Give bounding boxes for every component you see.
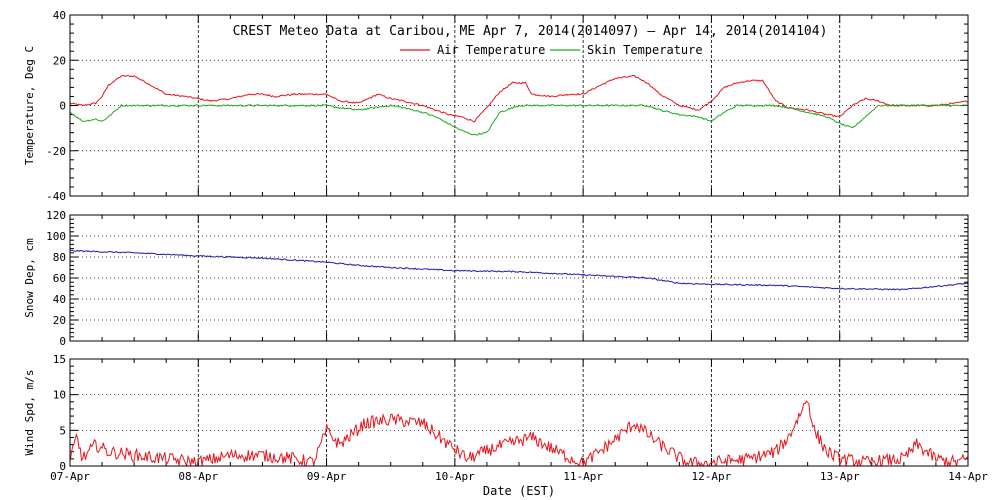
panel-3: 0 5 10 15 Wind Spd, m/s — [23, 353, 969, 473]
y-tick-label: 10 — [53, 389, 66, 402]
x-axis-label: Date (EST) — [483, 484, 555, 498]
x-tick-label: 08-Apr — [178, 470, 218, 483]
y-tick-label: 40 — [53, 9, 66, 22]
y-tick-label: -40 — [46, 190, 66, 203]
panel-1: -40 -20 0 20 40 Temperature, Deg C — [23, 9, 969, 203]
figure-title: CREST Meteo Data at Caribou, ME Apr 7, 2… — [233, 24, 828, 39]
x-tick-label: 10-Apr — [435, 470, 475, 483]
y-tick-label: 0 — [59, 460, 66, 473]
y-tick-label: -20 — [46, 145, 66, 158]
plot-frame — [69, 358, 969, 467]
y-tick-label: 20 — [53, 54, 66, 67]
y-tick-label: 15 — [53, 353, 66, 366]
y-tick-label: 100 — [46, 230, 66, 243]
legend-skin-label: Skin Temperature — [587, 43, 703, 57]
legend-air-label: Air Temperature — [437, 43, 545, 57]
series-line-panel2 — [70, 249, 968, 291]
series-line-skin-temperature — [70, 103, 968, 136]
y-tick-label: 120 — [46, 209, 66, 222]
y-tick-label: 60 — [53, 272, 66, 285]
series-line-air-temperature — [70, 74, 968, 123]
y-axis-label: Wind Spd, m/s — [23, 369, 36, 455]
series-line-panel3 — [70, 400, 968, 466]
y-tick-label: 5 — [59, 424, 66, 437]
y-axis-label: Snow Dep, cm — [23, 238, 36, 318]
y-tick-label: 80 — [53, 251, 66, 264]
panel-2: 0 20 40 60 80 100 120 Snow Dep, cm — [23, 209, 969, 348]
legend: Air Temperature Skin Temperature — [400, 43, 703, 57]
y-tick-label: 0 — [59, 100, 66, 113]
x-tick-label: 07-Apr — [50, 470, 90, 483]
x-tick-label: 14-Apr — [948, 470, 988, 483]
plot-frame — [69, 214, 969, 342]
y-tick-label: 40 — [53, 293, 66, 306]
x-tick-label: 13-Apr — [820, 470, 860, 483]
x-tick-label: 12-Apr — [692, 470, 732, 483]
y-axis-label: Temperature, Deg C — [23, 46, 36, 165]
plot-frame — [69, 14, 969, 197]
x-tick-label: 09-Apr — [307, 470, 347, 483]
y-tick-label: 20 — [53, 314, 66, 327]
x-tick-label: 11-Apr — [563, 470, 603, 483]
y-tick-label: 0 — [59, 335, 66, 348]
